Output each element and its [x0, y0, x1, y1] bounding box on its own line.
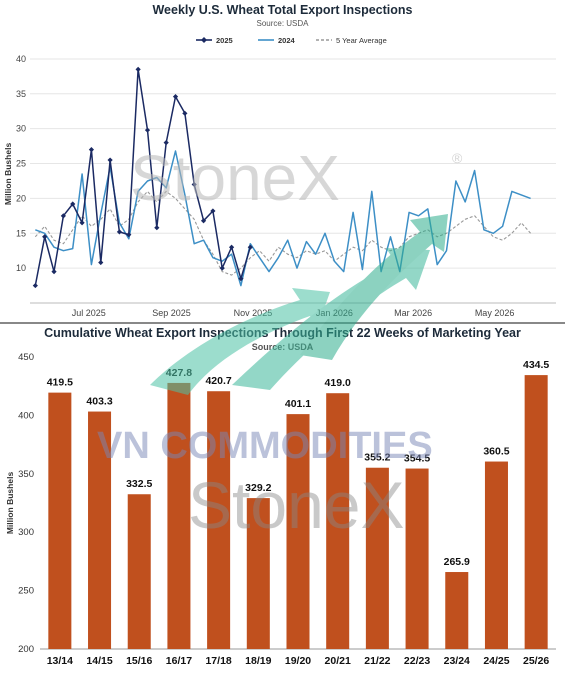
x-tick-label: Nov 2025 [234, 308, 273, 318]
x-tick-label: 23/24 [444, 655, 470, 667]
legend-label: 2025 [216, 36, 233, 45]
bar-value-label: 419.5 [47, 377, 73, 389]
bar-16-17 [167, 382, 191, 649]
bar-value-label: 401.1 [285, 398, 311, 410]
data-point-2025 [42, 234, 48, 240]
legend: 2025 2024 5 Year Average [196, 36, 387, 45]
data-point-2025 [70, 201, 76, 207]
legend-label: 2024 [278, 36, 296, 45]
y-tick-label: 10 [16, 263, 26, 273]
data-point-2025 [32, 282, 38, 289]
data-point-2025 [172, 94, 179, 100]
data-point-2025 [135, 66, 141, 73]
cumulative-bar-chart: 200 250 300 350 400 450 Million Bushels 419.5 13… [5, 352, 556, 667]
x-tick-label: 22/23 [404, 655, 430, 667]
y-tick-label: 350 [18, 469, 34, 480]
x-tick-label: 18/19 [245, 655, 271, 667]
x-tick-label: 15/16 [126, 655, 152, 667]
x-tick-label: Jan 2026 [316, 308, 353, 318]
x-tick-label: 19/20 [285, 655, 311, 667]
data-point-2025 [219, 265, 225, 271]
data-point-2025 [98, 259, 104, 266]
x-tick-label: 20/21 [325, 655, 351, 667]
bar-25-26 [524, 375, 548, 649]
y-tick-label: 40 [16, 54, 26, 64]
legend-marker [201, 37, 207, 43]
bar-value-label: 355.2 [364, 452, 390, 464]
y-axis-label: Million Bushels [5, 472, 15, 535]
x-tick-label: 16/17 [166, 655, 192, 667]
bar-value-label: 265.9 [444, 556, 470, 568]
bar-20-21 [326, 393, 350, 649]
bar-value-label: 332.5 [126, 478, 152, 490]
data-point-2025 [228, 244, 235, 250]
bar-24-25 [484, 461, 508, 649]
series-line-2025 [34, 68, 252, 286]
y-tick-label: 450 [18, 352, 34, 363]
weekly-inspections-panel: Weekly U.S. Wheat Total Export Inspectio… [0, 0, 565, 324]
y-tick-label: 30 [16, 124, 26, 134]
bar-value-label: 329.2 [245, 482, 271, 494]
y-tick-label: 25 [16, 159, 26, 169]
legend-item: 5 Year Average [316, 36, 387, 45]
bar-23-24 [445, 572, 469, 649]
bar-19-20 [286, 414, 310, 649]
y-tick-label: 400 [18, 410, 34, 421]
data-point-2025 [116, 229, 123, 235]
bar-value-label: 419.0 [325, 377, 351, 389]
x-tick-label: 21/22 [364, 655, 390, 667]
data-point-2025 [200, 218, 207, 224]
data-point-2025 [126, 232, 132, 238]
cumulative-inspections-panel: Cumulative Wheat Export Inspections Thro… [0, 324, 565, 677]
y-tick-label: 20 [16, 193, 26, 203]
x-tick-label: Mar 2026 [394, 308, 432, 318]
x-tick-label: Jul 2025 [72, 308, 106, 318]
weekly-chart-title: Weekly U.S. Wheat Total Export Inspectio… [152, 3, 413, 17]
data-point-2025 [51, 269, 57, 275]
bar-14-15 [88, 411, 112, 649]
x-tick-label: 25/26 [523, 655, 549, 667]
data-point-2025 [79, 220, 85, 226]
data-point-2025 [144, 127, 151, 133]
y-tick-label: 15 [16, 228, 26, 238]
data-point-2025 [154, 225, 160, 231]
x-tick-label: 24/25 [483, 655, 509, 667]
bar-value-label: 420.7 [205, 375, 231, 387]
data-point-2025 [163, 140, 169, 146]
bar-15-16 [127, 494, 151, 649]
y-axis-label: Million Bushels [3, 143, 13, 206]
y-tick-label: 35 [16, 89, 26, 99]
bar-17-18 [207, 391, 231, 649]
bar-18-19 [246, 498, 270, 649]
bar-value-label: 403.3 [86, 396, 112, 408]
x-tick-label: May 2026 [475, 308, 515, 318]
x-tick-label: Sep 2025 [152, 308, 191, 318]
legend-item: 2024 [258, 36, 296, 45]
bar-value-label: 434.5 [523, 359, 549, 371]
x-tick-label: 14/15 [86, 655, 112, 667]
legend-label: 5 Year Average [336, 36, 387, 45]
data-point-2025 [210, 208, 216, 214]
bar-value-label: 354.5 [404, 453, 430, 465]
bar-value-label: 427.8 [166, 367, 192, 379]
data-point-2025 [88, 146, 95, 153]
y-tick-label: 300 [18, 527, 34, 538]
y-tick-label: 200 [18, 644, 34, 655]
data-point-2025 [182, 110, 188, 116]
bar-value-label: 360.5 [483, 446, 509, 458]
bar-21-22 [365, 467, 389, 649]
weekly-chart-source: Source: USDA [256, 19, 309, 28]
x-tick-label: 13/14 [47, 655, 73, 667]
x-tick-label: 17/18 [205, 655, 231, 667]
bar-22-23 [405, 468, 429, 649]
data-point-2025 [107, 157, 113, 163]
data-point-2025 [191, 181, 197, 188]
y-tick-label: 250 [18, 586, 34, 597]
legend-item: 2025 [196, 36, 233, 45]
bar-13-14 [48, 392, 72, 649]
data-point-2025 [60, 213, 66, 219]
